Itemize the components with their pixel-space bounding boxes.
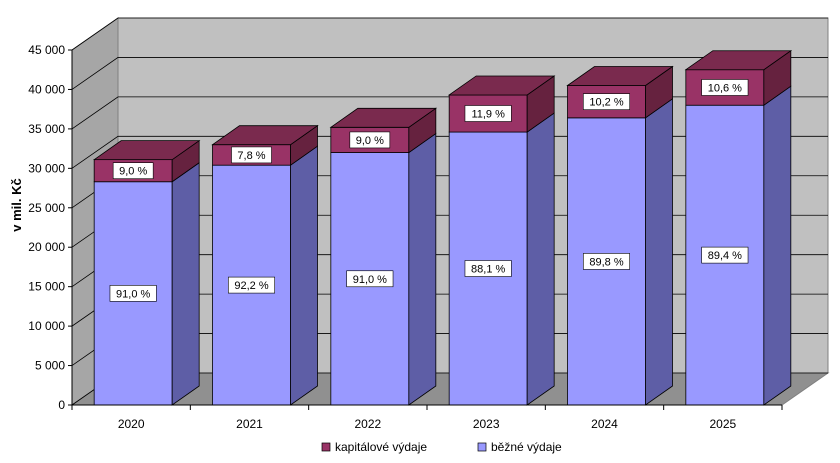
- bar-top: [684, 50, 793, 71]
- legend-swatch: [477, 442, 487, 452]
- data-label-box: [112, 162, 154, 179]
- data-label-text: 9,0 %: [356, 135, 384, 147]
- data-label-text: 10,2 %: [589, 97, 623, 109]
- y-axis-label: v mil. Kč: [9, 178, 24, 231]
- x-tick-label: 2022: [354, 417, 381, 431]
- x-axis-ticks: 2020 2021 2022 2023 2024 2025: [71, 404, 783, 431]
- y-tick-label: 25 000: [28, 201, 65, 215]
- bar-side: [526, 112, 555, 406]
- data-label-box: [109, 285, 157, 302]
- data-label: 89,8 %: [582, 253, 630, 270]
- x-tick-label: 2024: [591, 417, 618, 431]
- legend: kapitálové výdaje běžné výdaje: [321, 440, 562, 454]
- data-label: 10,2 %: [582, 93, 630, 110]
- x-tick-label: 2023: [473, 417, 500, 431]
- y-tick-label: 5 000: [35, 359, 65, 373]
- data-label-box: [464, 105, 512, 122]
- data-label: 9,0 %: [349, 131, 391, 149]
- bar-side: [645, 98, 673, 406]
- bar-segment-kapitalove: [566, 65, 674, 119]
- y-tick-label: 0: [58, 398, 65, 412]
- data-label-text: 92,2 %: [234, 280, 268, 292]
- y-tick-label: 10 000: [28, 319, 65, 333]
- data-label-box: [346, 270, 394, 288]
- bar-segment-bezne: [330, 132, 437, 406]
- data-label: 91,0 %: [346, 270, 394, 288]
- legend-swatch: [321, 442, 331, 452]
- data-label-box: [582, 253, 630, 270]
- data-label: 11,9 %: [464, 105, 512, 122]
- gridline: [71, 57, 828, 90]
- legend-entry: kapitálové výdaje: [321, 440, 427, 454]
- data-label: 9,0 %: [112, 162, 154, 179]
- y-tick-label: 30 000: [28, 161, 65, 175]
- bar-top: [92, 140, 201, 161]
- bar-segment-kapitalove: [684, 49, 793, 106]
- data-label-box: [349, 131, 391, 149]
- y-tick-label: 15 000: [28, 280, 65, 294]
- data-label-text: 89,4 %: [708, 250, 742, 262]
- bar-top: [566, 66, 674, 86]
- bar-segment-bezne: [685, 85, 792, 406]
- y-tick-label: 20 000: [28, 240, 65, 254]
- bar-side: [290, 145, 318, 406]
- data-label-box: [701, 79, 749, 96]
- data-label-text: 88,1 %: [471, 264, 505, 276]
- legend-label: běžné výdaje: [491, 440, 562, 454]
- data-label-box: [464, 260, 512, 277]
- bar-segment-kapitalove: [447, 75, 556, 133]
- bar-side: [763, 85, 792, 406]
- bar-segment-bezne: [93, 161, 200, 406]
- x-tick-label: 2021: [236, 417, 263, 431]
- y-tick-label: 45 000: [28, 43, 65, 57]
- bar-top: [211, 125, 319, 146]
- data-label-box: [701, 246, 749, 264]
- x-tick-label: 2025: [709, 417, 736, 431]
- data-label-text: 91,0 %: [353, 274, 387, 286]
- y-axis-ticks: 0 5 000 10 000 15 000 20 000 25 000 30 000 35 0…: [28, 43, 73, 412]
- data-label-box: [582, 93, 630, 110]
- data-label-text: 89,8 %: [589, 256, 623, 268]
- data-label: 91,0 %: [109, 285, 157, 302]
- data-label: 92,2 %: [228, 276, 276, 294]
- bars: 91,0 % 9,0 % 92,2 % 7,8 % 91,0 % 9,0 % 88,1 % 1…: [92, 49, 793, 406]
- gridline: [71, 17, 828, 51]
- legend-entry: běžné výdaje: [477, 440, 562, 454]
- bar-top: [447, 75, 556, 96]
- x-tick-label: 2020: [118, 417, 145, 431]
- bar-top: [329, 107, 438, 128]
- data-label-text: 10,6 %: [708, 82, 742, 94]
- data-label-box: [228, 276, 276, 294]
- bar-segment-bezne: [567, 98, 673, 406]
- data-label: 89,4 %: [701, 246, 749, 264]
- data-label-text: 11,9 %: [471, 109, 505, 121]
- data-label-text: 91,0 %: [116, 288, 150, 300]
- bar-segment-kapitalove: [329, 107, 438, 154]
- data-label-text: 7,8 %: [237, 150, 265, 162]
- data-label: 88,1 %: [464, 260, 512, 277]
- bar-segment-bezne: [212, 145, 318, 406]
- bar-segment-bezne: [448, 112, 555, 406]
- data-label-text: 9,0 %: [119, 166, 147, 178]
- bar-side: [408, 132, 437, 406]
- legend-label: kapitálové výdaje: [335, 440, 427, 454]
- y-tick-label: 35 000: [28, 122, 65, 136]
- data-label-box: [231, 146, 272, 164]
- data-label: 7,8 %: [231, 146, 272, 164]
- bar-side: [171, 161, 200, 406]
- data-label: 10,6 %: [701, 79, 749, 96]
- y-tick-label: 40 000: [28, 82, 65, 96]
